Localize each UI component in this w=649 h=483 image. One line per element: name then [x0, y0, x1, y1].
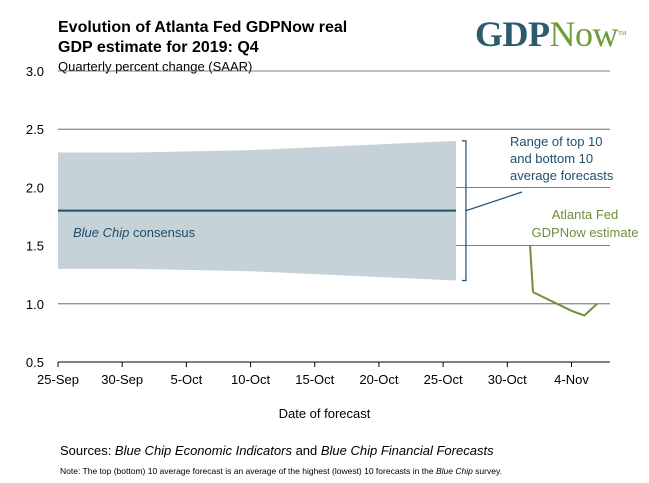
gdpnow-annotation-line1: Atlanta Fed [552, 207, 619, 222]
x-tick-label-1: 30-Sep [101, 372, 143, 387]
y-tick-label-4: 1.0 [26, 297, 44, 312]
sources-title2: Blue Chip Financial Forecasts [320, 443, 494, 458]
consensus-annotation: Blue Chip consensus [73, 225, 196, 240]
footnote: Note: The top (bottom) 10 average foreca… [60, 466, 502, 476]
x-tick-label-2: 5-Oct [170, 372, 202, 387]
footnote-pre: Note: The top (bottom) 10 average foreca… [60, 466, 436, 476]
consensus-annotation-rest: consensus [129, 225, 195, 240]
x-tick-label-8: 4-Nov [554, 372, 589, 387]
logo-tm: TM [618, 31, 627, 37]
x-ticks: 25-Sep 30-Sep 5-Oct 10-Oct 15-Oct 20-Oct 25-Oc… [37, 362, 589, 387]
footnote-post: survey. [472, 466, 502, 476]
range-bracket [461, 140, 467, 282]
chart-title: Evolution of Atlanta Fed GDPNow real GDP… [58, 18, 378, 58]
consensus-annotation-italic: Blue Chip [73, 225, 129, 240]
x-tick-label-6: 25-Oct [424, 372, 463, 387]
y-tick-label-5: 0.5 [26, 355, 44, 370]
chart-subtitle: Quarterly percent change (SAAR) [58, 59, 253, 74]
sources-line: Sources: Blue Chip Economic Indicators a… [60, 443, 494, 458]
x-axis-label: Date of forecast [278, 406, 371, 421]
logo-part2: Now [549, 14, 619, 54]
sources-title1: Blue Chip Economic Indicators [114, 443, 292, 458]
gdpnow-pointer [529, 244, 534, 293]
range-annotation-line1: Range of top 10 [510, 134, 603, 149]
y-tick-label-1: 2.5 [26, 122, 44, 137]
chart-title-line2: GDP estimate for 2019: Q4 [58, 39, 259, 56]
range-bracket-pointer [465, 191, 523, 212]
y-tick-label-2: 2.0 [26, 180, 44, 195]
gdpnow-annotation-line2: GDPNow estimate [532, 225, 639, 240]
sources-label: Sources: [60, 443, 115, 458]
y-tick-label-3: 1.5 [26, 239, 44, 254]
y-ticks: 3.0 2.5 2.0 1.5 1.0 0.5 [26, 64, 44, 370]
chart-title-line1: Evolution of Atlanta Fed GDPNow real [58, 19, 348, 36]
y-tick-label-0: 3.0 [26, 64, 44, 79]
range-annotation-line2: and bottom 10 [510, 151, 593, 166]
range-annotation-line3: average forecasts [510, 168, 614, 183]
gdpnow-logo: GDPNowTM [475, 14, 627, 54]
x-tick-label-3: 10-Oct [231, 372, 270, 387]
logo-part1: GDP [475, 14, 550, 54]
footnote-italic: Blue Chip [435, 466, 473, 476]
x-tick-label-5: 20-Oct [359, 372, 398, 387]
sources-and: and [291, 443, 321, 458]
x-tick-label-4: 15-Oct [295, 372, 334, 387]
gdpnow-line [532, 291, 598, 317]
x-tick-label-0: 25-Sep [37, 372, 79, 387]
x-tick-label-7: 30-Oct [488, 372, 527, 387]
